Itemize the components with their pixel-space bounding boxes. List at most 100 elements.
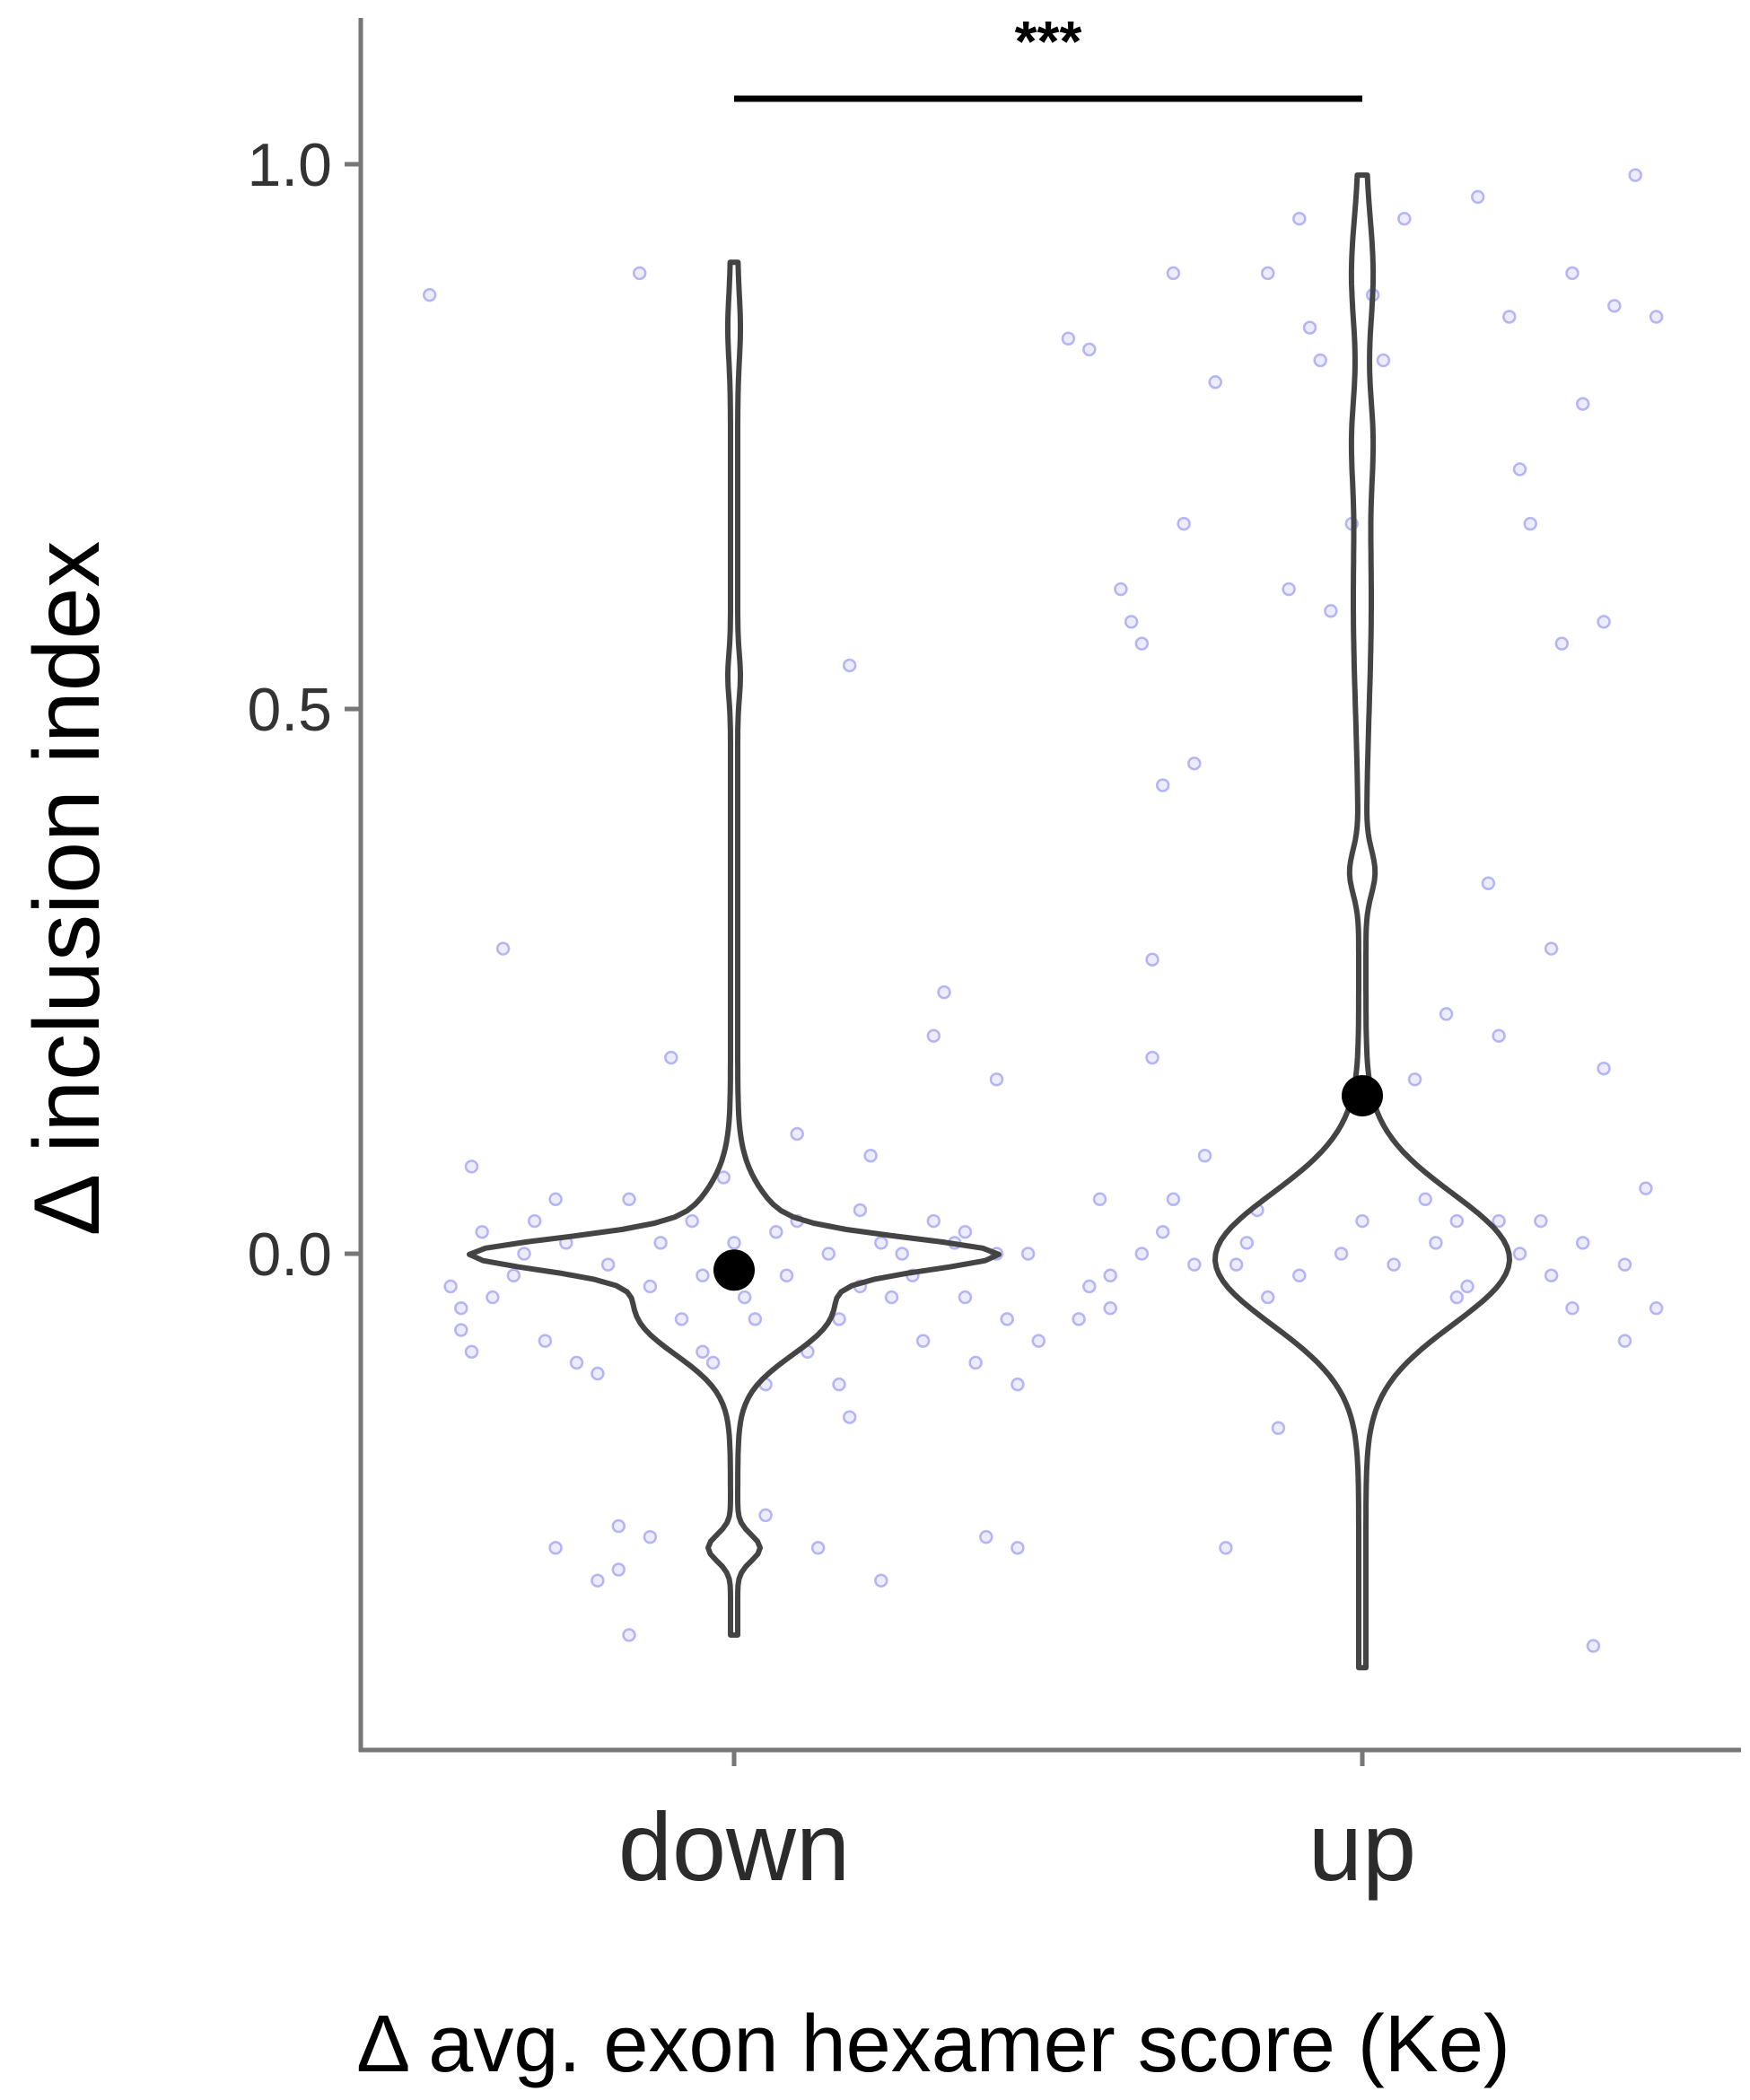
data-point xyxy=(643,1529,658,1544)
data-point xyxy=(779,1268,794,1283)
data-point xyxy=(1219,1541,1233,1555)
data-point xyxy=(591,1366,605,1381)
data-point xyxy=(1011,1541,1025,1555)
data-point xyxy=(884,1290,899,1305)
data-point xyxy=(1103,1300,1117,1316)
data-point xyxy=(1114,582,1128,597)
data-point xyxy=(486,1290,500,1305)
data-point xyxy=(1512,462,1527,477)
data-point xyxy=(1649,1300,1664,1316)
data-point xyxy=(495,941,511,956)
data-point xyxy=(1355,1213,1369,1229)
data-point xyxy=(1387,1257,1401,1272)
data-point xyxy=(1586,1639,1601,1653)
data-point xyxy=(569,1355,584,1370)
violins xyxy=(467,172,1512,1671)
data-point xyxy=(622,1628,636,1642)
data-point xyxy=(685,1213,699,1229)
data-point xyxy=(653,1236,668,1250)
data-point xyxy=(548,1192,563,1207)
jitter-points xyxy=(422,168,1664,1653)
data-point xyxy=(1155,778,1170,792)
data-point xyxy=(1639,1181,1653,1195)
data-point xyxy=(591,1573,605,1588)
data-point xyxy=(1565,266,1579,281)
data-point xyxy=(1649,310,1664,324)
data-point xyxy=(1239,1236,1255,1250)
data-point xyxy=(1449,1213,1465,1229)
data-point xyxy=(748,1312,763,1326)
data-point xyxy=(1544,1268,1559,1283)
data-point xyxy=(1607,299,1622,313)
data-point xyxy=(1617,1257,1632,1272)
data-point xyxy=(1575,397,1590,411)
data-point xyxy=(842,658,857,673)
median-point-down xyxy=(713,1249,755,1291)
data-point xyxy=(1544,941,1559,956)
data-point xyxy=(1031,1334,1046,1348)
data-point xyxy=(1208,375,1222,389)
data-point xyxy=(937,984,951,1000)
data-point xyxy=(1229,1257,1244,1272)
data-point xyxy=(727,1236,741,1250)
data-point xyxy=(769,1224,783,1239)
y-tick-label: 0.0 xyxy=(247,1221,332,1289)
data-point xyxy=(1418,1192,1432,1207)
data-point xyxy=(1324,603,1338,618)
data-point xyxy=(1376,353,1391,368)
data-point xyxy=(664,1050,678,1065)
data-point xyxy=(915,1334,931,1348)
significance-label: *** xyxy=(1015,9,1082,74)
data-point xyxy=(1554,636,1570,651)
data-point xyxy=(600,1257,616,1272)
data-point xyxy=(1292,211,1307,226)
data-point xyxy=(1292,1268,1307,1283)
data-point xyxy=(1429,1236,1443,1250)
violin-up xyxy=(1212,172,1512,1671)
data-point xyxy=(1439,1007,1454,1021)
data-point xyxy=(1397,211,1412,226)
data-point xyxy=(443,1279,458,1294)
data-point xyxy=(1000,1312,1014,1326)
data-point xyxy=(1534,1213,1548,1229)
y-ticks: 0.0 0.5 1.0 xyxy=(247,131,361,1289)
data-point xyxy=(968,1355,983,1370)
data-point xyxy=(1145,952,1159,967)
data-point xyxy=(874,1573,888,1588)
data-point xyxy=(1166,1192,1181,1207)
data-point xyxy=(1302,320,1317,335)
data-point xyxy=(810,1541,826,1555)
data-point xyxy=(874,1236,888,1250)
x-ticks: down up xyxy=(618,1750,1416,1901)
data-point xyxy=(454,1300,468,1316)
data-point xyxy=(622,1192,636,1207)
data-point xyxy=(1061,331,1076,346)
data-point xyxy=(1597,615,1611,629)
median-markers xyxy=(713,1074,1383,1291)
data-point xyxy=(821,1247,836,1261)
data-point xyxy=(1020,1247,1036,1261)
data-point xyxy=(1103,1268,1117,1283)
data-point xyxy=(422,287,437,302)
data-point xyxy=(926,1213,941,1229)
data-point xyxy=(1260,1290,1275,1305)
median-point-up xyxy=(1342,1074,1383,1116)
y-tick-label: 0.5 xyxy=(247,676,332,744)
data-point xyxy=(1260,266,1275,281)
data-point xyxy=(464,1344,479,1360)
data-point xyxy=(1470,189,1485,205)
data-point xyxy=(1011,1377,1025,1392)
data-point xyxy=(1177,516,1191,531)
data-point xyxy=(1460,1279,1474,1294)
data-point xyxy=(548,1541,563,1555)
data-point xyxy=(1628,168,1642,182)
data-point xyxy=(611,1562,626,1577)
data-point xyxy=(506,1268,521,1283)
data-point xyxy=(958,1224,973,1239)
data-point xyxy=(611,1518,626,1534)
data-point xyxy=(1197,1148,1212,1163)
data-point xyxy=(1449,1290,1465,1305)
data-point xyxy=(958,1290,973,1305)
data-point xyxy=(1166,266,1181,281)
